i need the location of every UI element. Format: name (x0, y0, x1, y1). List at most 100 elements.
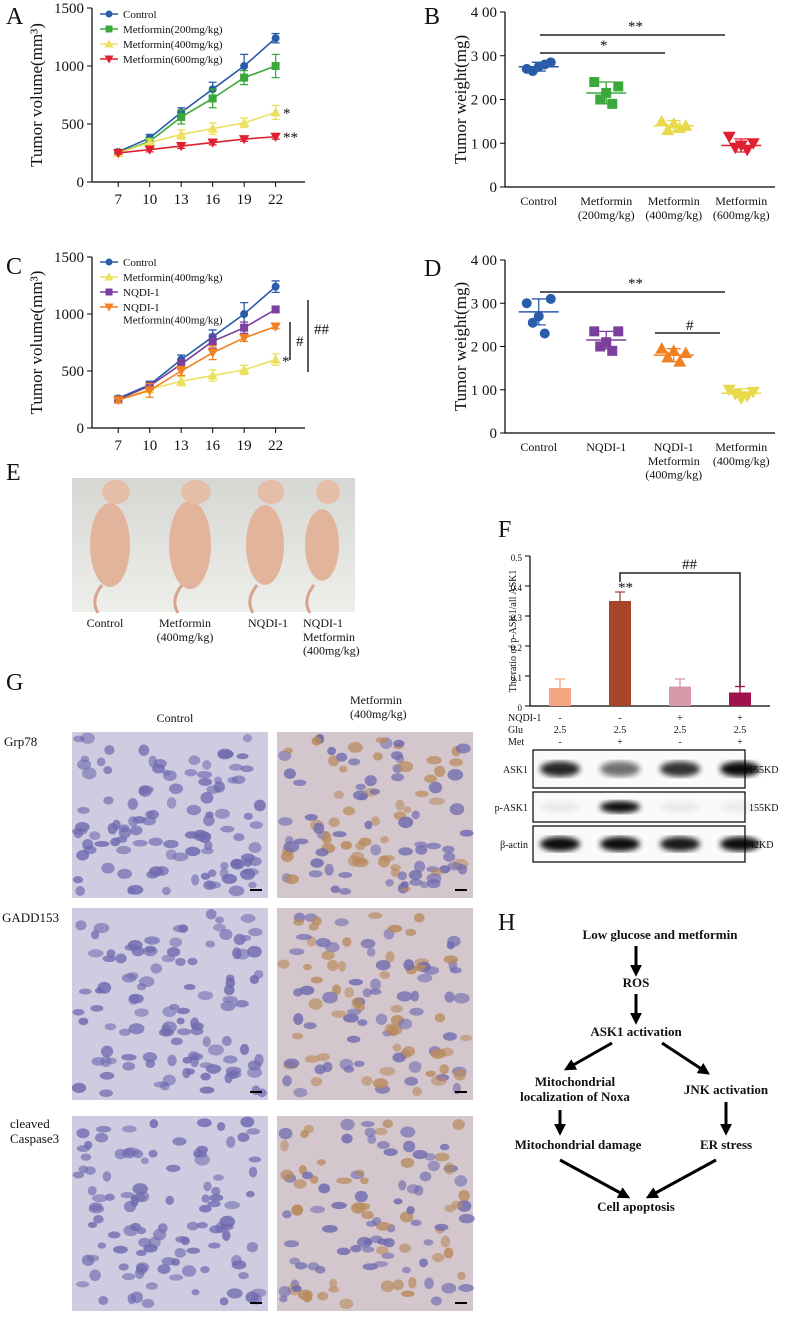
condition-cell: + (737, 713, 743, 724)
cell-nucleus (440, 1235, 451, 1248)
cell-nucleus (80, 732, 95, 744)
cell-nucleus (451, 1200, 463, 1209)
cell-nucleus (396, 991, 413, 1002)
cell-nucleus (278, 1127, 293, 1140)
cell-nucleus (284, 747, 293, 754)
cell-nucleus (304, 814, 318, 821)
cell-nucleus (454, 1175, 468, 1187)
y-tick-label: 500 (62, 364, 85, 380)
x-tick-label: 13 (174, 192, 189, 208)
cell-nucleus (186, 1068, 195, 1075)
ihc-image (72, 1116, 268, 1311)
cell-nucleus (104, 745, 115, 755)
cell-nucleus (214, 808, 230, 819)
data-point (673, 121, 687, 133)
flow-arrow (645, 1158, 717, 1199)
cell-nucleus (240, 913, 256, 923)
cell-nucleus (452, 1119, 465, 1130)
cell-nucleus (331, 1010, 347, 1018)
text-line: (400mg/kg) (303, 644, 360, 658)
cell-nucleus (110, 837, 121, 847)
cell-nucleus (423, 1239, 434, 1246)
flow-node: Mitochondrial localization of Noxa (520, 1074, 630, 1104)
mouse-tail (248, 584, 259, 614)
blot-band (660, 761, 700, 777)
cell-nucleus (283, 1240, 300, 1248)
cell-nucleus (281, 851, 294, 863)
y-axis-label: Tumor volume(mm³) (27, 23, 46, 167)
cell-nucleus (75, 822, 90, 832)
cell-nucleus (352, 857, 369, 868)
cell-nucleus (370, 816, 380, 826)
cell-nucleus (363, 1238, 373, 1246)
data-point (673, 355, 687, 367)
photo-label: NQDI-1 Metformin (400mg/kg) (303, 616, 360, 658)
cell-nucleus (102, 1171, 112, 1182)
y-tick-label: 1 00 (471, 383, 497, 399)
cell-nucleus (113, 1245, 128, 1254)
y-tick-label: 2 00 (471, 93, 497, 109)
cell-nucleus (105, 1193, 115, 1202)
data-point (667, 117, 681, 129)
data-point (240, 310, 249, 318)
cell-nucleus (332, 831, 347, 838)
cell-nucleus (162, 886, 171, 896)
y-axis-label: Tumor volume(mm³) (27, 271, 46, 415)
text-line: NQDI-1 (654, 440, 694, 454)
cell-nucleus (246, 1242, 259, 1253)
cell-nucleus (196, 1222, 208, 1229)
blot-label: p-ASK1 (495, 803, 528, 814)
legend-marker (105, 10, 113, 18)
x-tick-label: 19 (237, 438, 252, 454)
cell-nucleus (339, 1298, 354, 1310)
row-label: cleaved Caspase3 (10, 1116, 59, 1146)
cell-nucleus (313, 822, 325, 835)
cell-nucleus (240, 935, 252, 942)
blot-band (600, 761, 640, 777)
error-bar (555, 678, 565, 688)
x-tick-label: 10 (142, 192, 157, 208)
y-tick-label: 1 00 (471, 136, 497, 152)
cell-nucleus (138, 976, 155, 988)
cell-nucleus (121, 1273, 136, 1281)
cell-nucleus (82, 767, 97, 780)
cell-nucleus (399, 1211, 414, 1223)
data-point (207, 370, 218, 380)
cell-nucleus (336, 1247, 351, 1256)
cell-nucleus (229, 1071, 238, 1079)
cell-nucleus (328, 817, 340, 827)
cell-nucleus (245, 1291, 259, 1304)
error-bar (735, 685, 745, 693)
panel-label: D (424, 256, 441, 282)
y-tick-label: 0 (77, 175, 85, 191)
significance-label: * (283, 106, 291, 122)
cell-nucleus (171, 1258, 181, 1266)
cell-nucleus (296, 933, 312, 941)
cell-nucleus (390, 1004, 403, 1013)
cell-nucleus (367, 1134, 377, 1144)
cell-nucleus (102, 955, 116, 963)
cell-nucleus (415, 844, 428, 855)
cell-nucleus (392, 1043, 402, 1052)
panel-label: E (6, 460, 21, 486)
cell-nucleus (169, 1274, 183, 1281)
cell-nucleus (86, 1254, 100, 1262)
cell-nucleus (225, 1066, 242, 1075)
cell-nucleus (243, 812, 253, 820)
cell-nucleus (453, 993, 470, 1004)
cell-nucleus (321, 950, 335, 961)
legend-label: Control (123, 257, 157, 269)
photo-label: Metformin (400mg/kg) (157, 616, 214, 644)
cell-nucleus (114, 1148, 127, 1160)
text-line: Metformin (350, 693, 402, 707)
data-point (746, 386, 760, 399)
data-point (722, 384, 736, 397)
flow-arrow (563, 1041, 613, 1071)
cell-nucleus (412, 1086, 422, 1096)
cell-nucleus (282, 1075, 292, 1087)
cell-nucleus (430, 1296, 442, 1306)
panel-label: G (6, 670, 23, 696)
cell-nucleus (174, 1247, 186, 1258)
cell-nucleus (318, 1183, 331, 1194)
significance-label: * (282, 354, 290, 370)
